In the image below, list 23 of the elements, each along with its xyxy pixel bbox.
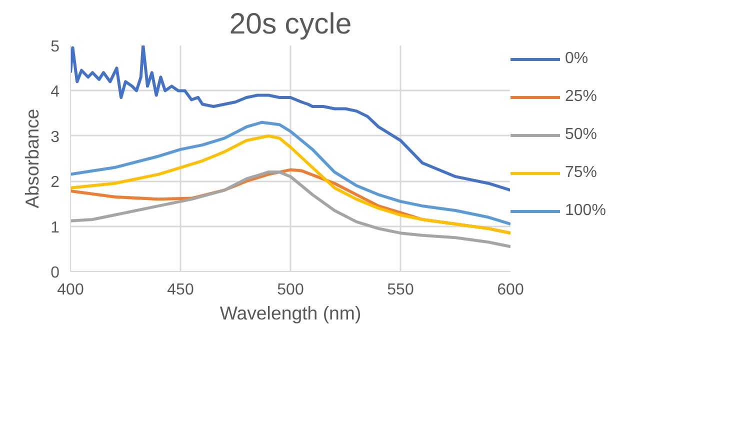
x-axis-title: Wavelength (nm) bbox=[220, 302, 362, 324]
legend-label: 50% bbox=[565, 126, 598, 144]
line-series bbox=[70, 46, 510, 192]
y-tick-label: 2 bbox=[50, 174, 60, 192]
legend-label: 75% bbox=[565, 164, 598, 182]
x-tick-label: 600 bbox=[497, 282, 524, 298]
legend-label: 25% bbox=[565, 88, 598, 106]
y-tick-label: 3 bbox=[50, 128, 60, 146]
line-series bbox=[70, 134, 510, 235]
y-axis-title: Absorbance bbox=[22, 108, 43, 208]
y-tick-label: 0 bbox=[50, 264, 60, 282]
x-tick-label: 550 bbox=[387, 282, 414, 298]
chart-title: 20s cycle bbox=[229, 8, 352, 40]
line-series bbox=[70, 120, 510, 226]
legend-label: 0% bbox=[565, 50, 588, 68]
legend-label: 100% bbox=[565, 202, 606, 220]
line-series bbox=[70, 170, 510, 248]
x-tick-label: 500 bbox=[277, 282, 304, 298]
y-tick-label: 4 bbox=[50, 84, 60, 101]
y-tick-label: 5 bbox=[50, 38, 60, 56]
x-tick-label: 450 bbox=[167, 282, 194, 298]
x-tick-label: 400 bbox=[57, 282, 84, 298]
y-tick-label: 1 bbox=[50, 219, 60, 236]
